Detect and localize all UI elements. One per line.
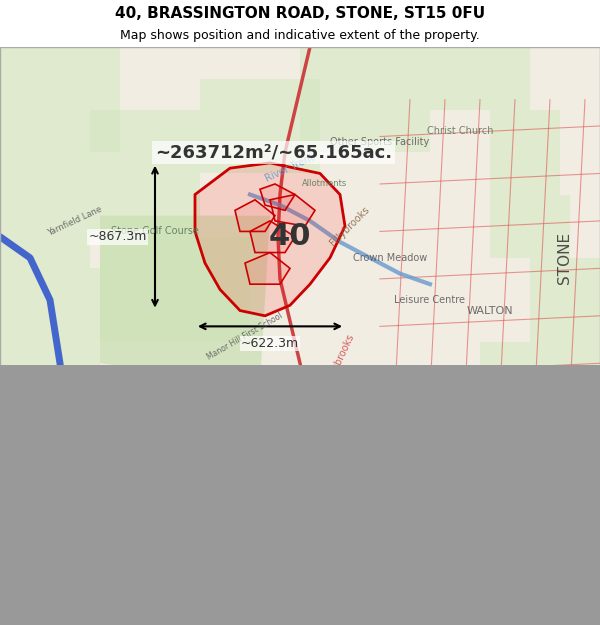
Text: ~622.3m: ~622.3m xyxy=(241,337,299,350)
Polygon shape xyxy=(0,152,90,268)
Polygon shape xyxy=(0,268,100,395)
Text: Fillybrooks: Fillybrooks xyxy=(325,332,355,383)
Text: Other Sports Facility: Other Sports Facility xyxy=(331,137,430,147)
Polygon shape xyxy=(235,200,275,231)
Polygon shape xyxy=(300,469,430,553)
Polygon shape xyxy=(250,221,295,253)
Text: WALTON HEATH FARM: WALTON HEATH FARM xyxy=(107,527,213,537)
Polygon shape xyxy=(430,47,530,110)
Polygon shape xyxy=(100,237,250,342)
Text: 40: 40 xyxy=(269,222,311,251)
Text: Contains OS data © Crown copyright and database right 2021. This information is : Contains OS data © Crown copyright and d… xyxy=(12,562,588,606)
Text: River Trent: River Trent xyxy=(264,152,316,184)
Text: Walton Priory Middle School: Walton Priory Middle School xyxy=(406,454,524,462)
Text: Walton Heath: Walton Heath xyxy=(277,527,343,537)
Text: ~867.3m: ~867.3m xyxy=(89,230,147,243)
Text: Stone Golf Course: Stone Golf Course xyxy=(111,226,199,236)
Polygon shape xyxy=(0,47,120,152)
Text: ~263712m²/~65.165ac.: ~263712m²/~65.165ac. xyxy=(155,143,392,161)
Text: DARLASTON GRANGE: DARLASTON GRANGE xyxy=(0,485,92,495)
Text: Play Space: Play Space xyxy=(357,486,403,494)
Polygon shape xyxy=(490,110,560,194)
Polygon shape xyxy=(260,184,295,211)
Polygon shape xyxy=(270,194,315,226)
Polygon shape xyxy=(200,490,300,553)
Polygon shape xyxy=(90,110,200,237)
Text: Autumn House Nursing
Home: Autumn House Nursing Home xyxy=(331,380,429,399)
Polygon shape xyxy=(480,342,600,395)
Text: Play Space: Play Space xyxy=(437,496,483,505)
Text: Allotments: Allotments xyxy=(302,179,347,189)
Text: Manor Hill First School: Manor Hill First School xyxy=(206,312,284,362)
Polygon shape xyxy=(490,194,570,258)
Text: Yarnfield Lane: Yarnfield Lane xyxy=(46,204,104,238)
Text: Play Space: Play Space xyxy=(437,411,483,421)
Text: 40, BRASSINGTON ROAD, STONE, ST15 0FU: 40, BRASSINGTON ROAD, STONE, ST15 0FU xyxy=(115,6,485,21)
Text: MICKLOW HOUSE FARM: MICKLOW HOUSE FARM xyxy=(11,454,109,462)
Polygon shape xyxy=(530,258,600,343)
Text: Christ Church: Christ Church xyxy=(427,126,493,136)
Text: A34: A34 xyxy=(275,416,295,426)
Text: LITTLE MICKLOW: LITTLE MICKLOW xyxy=(10,506,80,516)
Text: Allotments: Allotments xyxy=(478,369,523,378)
Polygon shape xyxy=(380,395,480,490)
Text: Play Space: Play Space xyxy=(507,506,553,516)
Polygon shape xyxy=(300,47,430,152)
Polygon shape xyxy=(245,253,290,284)
Text: WALTON: WALTON xyxy=(467,306,514,316)
Text: Leisure Centre: Leisure Centre xyxy=(395,295,466,305)
Polygon shape xyxy=(100,216,270,384)
Text: STONE: STONE xyxy=(557,232,572,284)
Text: Crown Meadow: Crown Meadow xyxy=(353,253,427,262)
Polygon shape xyxy=(195,163,345,316)
Text: MICKLOW BUNG...: MICKLOW BUNG... xyxy=(37,475,113,484)
Text: Fillybrooks: Fillybrooks xyxy=(328,204,371,248)
Polygon shape xyxy=(200,79,320,173)
Text: Map shows position and indicative extent of the property.: Map shows position and indicative extent… xyxy=(120,29,480,42)
